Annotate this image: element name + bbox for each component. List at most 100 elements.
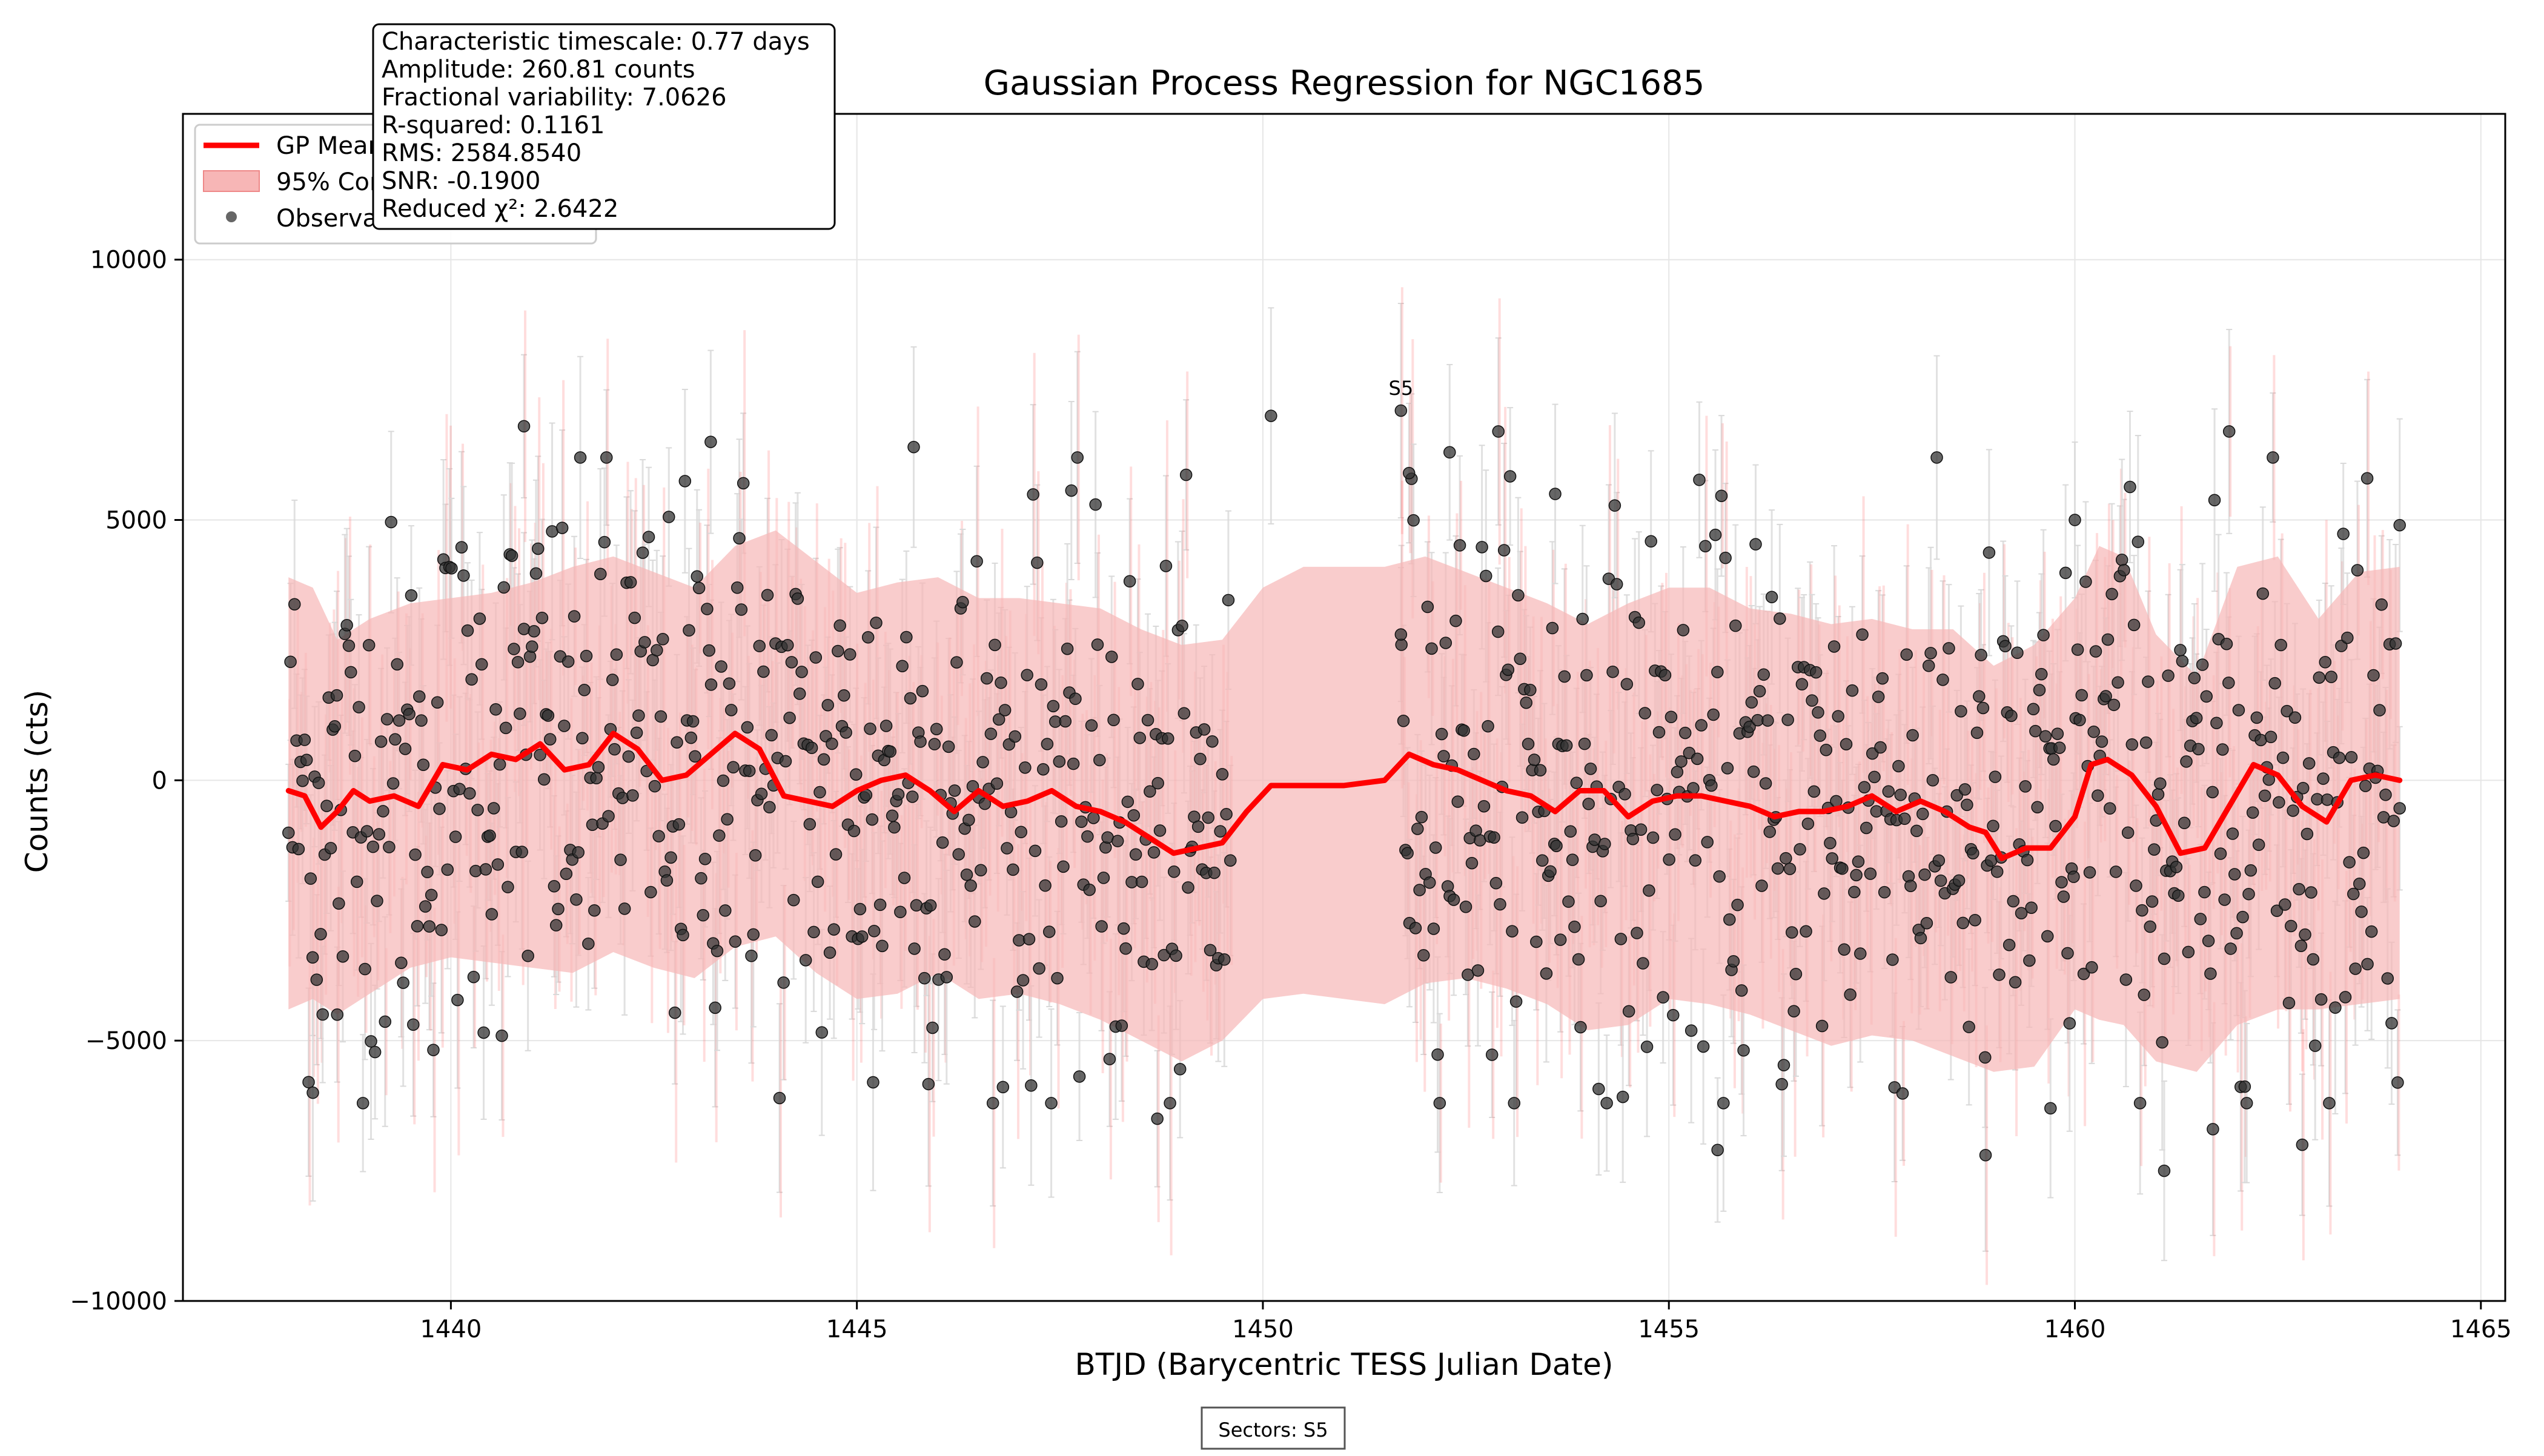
observation-point bbox=[537, 773, 551, 786]
observation-point bbox=[642, 531, 655, 543]
observation-point bbox=[457, 569, 470, 582]
observation-point bbox=[1394, 628, 1408, 641]
observation-point bbox=[427, 1044, 440, 1056]
observation-point bbox=[630, 726, 643, 740]
observation-point bbox=[1485, 1048, 1499, 1061]
observation-point bbox=[2288, 711, 2302, 724]
legend-ci-swatch bbox=[203, 170, 260, 192]
y-tick-label: 0 bbox=[152, 767, 167, 795]
stats-line-amplitude: Amplitude: 260.81 counts bbox=[382, 56, 695, 84]
observation-point bbox=[1214, 825, 1227, 838]
observation-point bbox=[1007, 863, 1019, 876]
observation-point bbox=[989, 638, 1001, 652]
observation-point bbox=[1514, 652, 1526, 665]
observation-point bbox=[1864, 867, 1877, 880]
observation-point bbox=[1402, 466, 1416, 480]
observation-point bbox=[805, 741, 818, 755]
observation-point bbox=[2228, 868, 2241, 881]
observation-point bbox=[568, 610, 581, 623]
observation-point bbox=[704, 435, 717, 448]
observation-point bbox=[815, 1026, 829, 1039]
y-tick-label: −10000 bbox=[70, 1288, 167, 1315]
observation-point bbox=[542, 709, 555, 722]
observation-point bbox=[1208, 866, 1221, 879]
observation-point bbox=[1512, 589, 1525, 602]
observation-point bbox=[1989, 770, 2002, 783]
observation-point bbox=[2005, 709, 2018, 723]
observation-point bbox=[829, 848, 843, 861]
observation-point bbox=[930, 723, 943, 735]
observation-point bbox=[1206, 735, 1219, 748]
observation-point bbox=[2039, 730, 2052, 743]
observation-point bbox=[1121, 795, 1135, 809]
observation-point bbox=[691, 570, 704, 583]
observation-point bbox=[582, 937, 595, 950]
observation-point bbox=[304, 872, 317, 885]
observation-point bbox=[523, 650, 537, 663]
observation-point bbox=[1786, 926, 1798, 939]
observation-point bbox=[1852, 855, 1865, 868]
observation-point bbox=[2057, 890, 2070, 903]
observation-point bbox=[1433, 1097, 1446, 1110]
observation-point bbox=[1687, 782, 1700, 795]
observation-point bbox=[1606, 665, 1619, 678]
x-tick-label: 1460 bbox=[2044, 1315, 2106, 1343]
observation-point bbox=[622, 750, 635, 763]
observation-point bbox=[1041, 738, 1054, 750]
observation-point bbox=[791, 592, 804, 605]
observation-point bbox=[306, 951, 319, 964]
observation-point bbox=[928, 738, 941, 750]
observation-point bbox=[1759, 777, 1772, 790]
observation-point bbox=[2158, 1164, 2171, 1177]
observation-point bbox=[1151, 776, 1164, 790]
observation-point bbox=[1179, 468, 1193, 481]
observation-point bbox=[1057, 860, 1070, 873]
observation-point bbox=[2044, 1102, 2057, 1115]
observation-point bbox=[723, 677, 736, 690]
observation-point bbox=[2011, 646, 2024, 660]
observation-point bbox=[1900, 648, 1913, 661]
observation-point bbox=[654, 710, 667, 723]
observation-point bbox=[960, 868, 973, 881]
observation-point bbox=[2373, 704, 2386, 716]
observation-point bbox=[2107, 698, 2121, 712]
observation-point bbox=[636, 546, 649, 559]
observation-point bbox=[803, 818, 817, 831]
observation-point bbox=[2171, 889, 2185, 902]
observation-point bbox=[328, 720, 341, 733]
observation-point bbox=[1761, 714, 1774, 727]
observation-point bbox=[787, 893, 800, 907]
observation-point bbox=[1850, 869, 1863, 882]
observation-point bbox=[477, 1026, 490, 1039]
observation-point bbox=[1491, 625, 1505, 638]
observation-point bbox=[594, 568, 607, 580]
observation-point bbox=[368, 1045, 382, 1059]
observation-point bbox=[1689, 854, 1702, 867]
observation-point bbox=[1705, 779, 1718, 792]
observation-point bbox=[1117, 922, 1130, 935]
observation-point bbox=[692, 581, 706, 595]
observation-point bbox=[2349, 962, 2362, 975]
observation-point bbox=[652, 830, 665, 842]
observation-point bbox=[1042, 925, 1056, 938]
observation-point bbox=[514, 707, 526, 720]
observation-point bbox=[1093, 753, 1106, 767]
observation-point bbox=[2393, 518, 2406, 532]
observation-point bbox=[745, 950, 758, 962]
observation-point bbox=[1091, 638, 1104, 651]
observation-point bbox=[1675, 755, 1688, 768]
observation-point bbox=[2085, 961, 2098, 974]
observation-point bbox=[2059, 566, 2072, 580]
observation-point bbox=[1620, 678, 1634, 690]
observation-point bbox=[2049, 819, 2062, 833]
observation-point bbox=[847, 824, 861, 838]
observation-point bbox=[1173, 1063, 1187, 1076]
observation-point bbox=[336, 950, 349, 963]
observation-point bbox=[2162, 669, 2175, 682]
observation-point bbox=[1832, 710, 1844, 723]
observation-point bbox=[1564, 825, 1577, 838]
observation-point bbox=[1536, 854, 1549, 867]
observation-point bbox=[2267, 451, 2279, 464]
observation-point bbox=[1580, 669, 1593, 682]
x-tick-label: 1445 bbox=[826, 1315, 888, 1343]
